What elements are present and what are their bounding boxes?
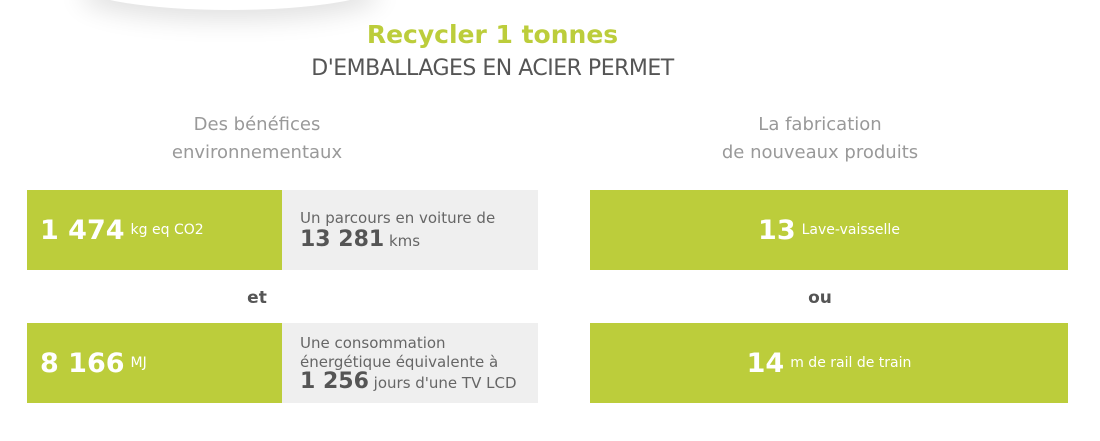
left-separator: et [247, 288, 267, 308]
co2-value: 1 474 [40, 214, 125, 246]
energy-equivalent: Une consommation énergétique équivalente… [282, 323, 538, 403]
rail-value: 14 [746, 347, 785, 379]
right-heading-line2: de nouveaux produits [721, 142, 919, 163]
energy-value: 8 166 [40, 347, 125, 379]
energy-equivalent-text: Une consommation énergétique équivalente… [300, 333, 499, 371]
left-heading-line1: Des bénéfices [193, 114, 321, 135]
right-heading: La fabrication de nouveaux produits [620, 111, 1020, 167]
co2-stat: 1 474 kg eq CO2 [27, 190, 282, 270]
co2-equivalent-value: 13 281 [300, 226, 385, 252]
dishwasher-unit: Lave-vaisselle [801, 222, 900, 238]
energy-unit: MJ [130, 355, 147, 371]
co2-unit: kg eq CO2 [130, 222, 204, 238]
dishwasher-stat: 13 Lave-vaisselle [590, 190, 1068, 270]
co2-equivalent-text: Un parcours en voiture de [300, 208, 496, 227]
page-title: Recycler 1 tonnes [366, 20, 619, 49]
decorative-shadow [80, 0, 380, 10]
co2-equivalent-unit: kms [388, 231, 421, 250]
page-subtitle: D'EMBALLAGES EN ACIER PERMET [311, 56, 674, 81]
right-separator: ou [808, 288, 832, 308]
right-heading-line1: La fabrication [758, 114, 882, 135]
rail-unit: m de rail de train [790, 355, 912, 371]
dishwasher-value: 13 [758, 214, 796, 246]
left-heading-line2: environnementaux [171, 142, 343, 163]
left-heading: Des bénéfices environnementaux [57, 111, 457, 167]
rail-stat: 14 m de rail de train [590, 323, 1068, 403]
energy-equivalent-value: 1 256 [300, 368, 369, 394]
energy-equivalent-unit: jours d'une TV LCD [373, 373, 517, 392]
co2-equivalent: Un parcours en voiture de 13 281 kms [282, 190, 538, 270]
energy-stat: 8 166 MJ [27, 323, 282, 403]
